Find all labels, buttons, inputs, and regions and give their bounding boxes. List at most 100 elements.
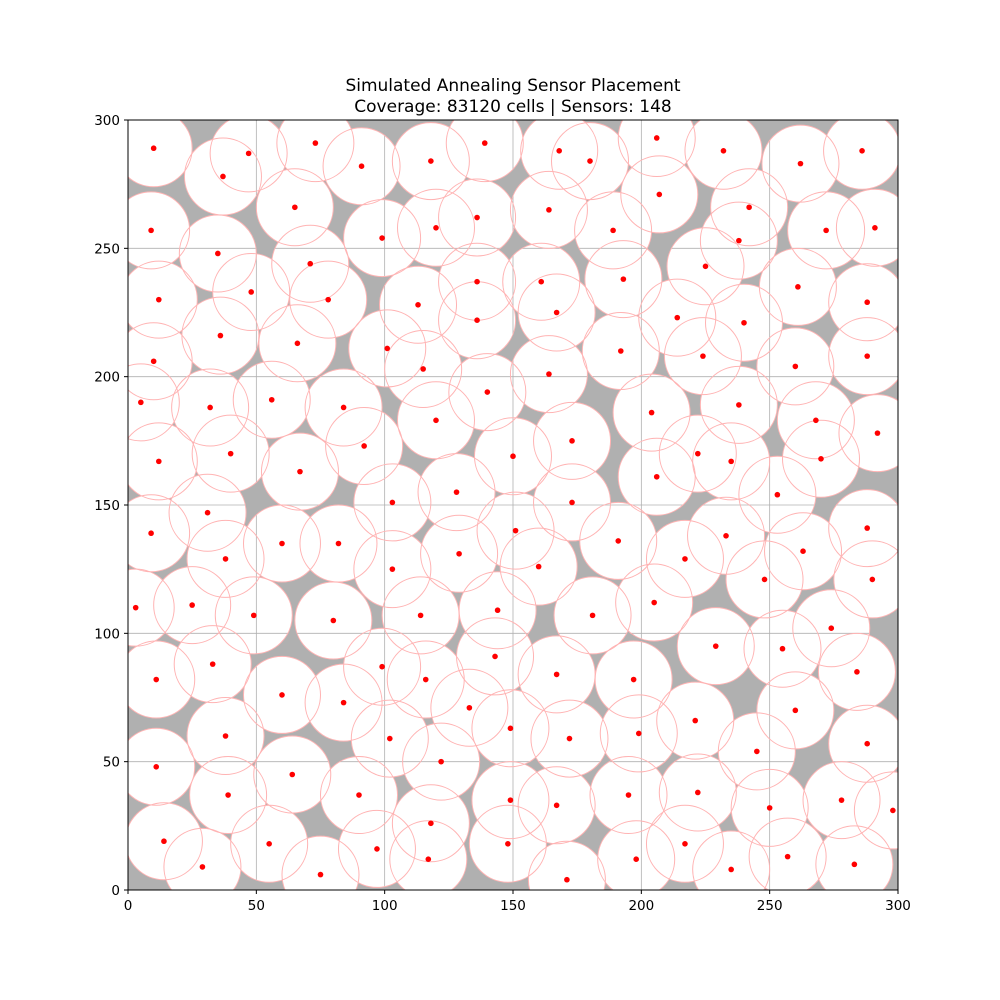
sensor-point-83 xyxy=(535,563,542,570)
coverage-circle-24 xyxy=(835,188,898,267)
sensor-point-114 xyxy=(387,735,393,742)
sensor-point-57 xyxy=(648,409,655,416)
sensor-point-layer xyxy=(132,135,896,883)
coverage-circle-23 xyxy=(787,191,866,270)
sensor-point-122 xyxy=(153,764,160,770)
sensor-point-29 xyxy=(248,289,254,295)
coverage-area-50 xyxy=(828,317,898,395)
sensor-point-93 xyxy=(417,612,424,619)
sensor-point-147 xyxy=(851,861,858,868)
coverage-circle-81 xyxy=(420,514,499,593)
coverage-circle-140 xyxy=(389,820,468,890)
sensor-point-96 xyxy=(651,599,657,606)
coverage-circle-layer xyxy=(128,120,898,890)
sensor-point-102 xyxy=(340,699,347,706)
coverage-circle-89 xyxy=(128,568,175,647)
sensor-point-20 xyxy=(379,235,385,241)
sensor-point-38 xyxy=(294,340,301,347)
coverage-circle-130 xyxy=(658,753,737,832)
coverage-circle-36 xyxy=(828,263,898,342)
coverage-circle-77 xyxy=(186,519,265,598)
coverage-circle-111 xyxy=(817,632,896,711)
sensor-point-3 xyxy=(312,140,319,146)
coverage-circle-146 xyxy=(748,817,827,890)
y-tick-label-0: 0 xyxy=(111,883,120,899)
coverage-circle-27 xyxy=(666,227,745,306)
sensor-point-28 xyxy=(156,296,162,303)
coverage-circle-20 xyxy=(343,199,422,278)
sensor-point-106 xyxy=(553,671,560,678)
sensor-point-61 xyxy=(156,458,162,465)
coverage-circle-139 xyxy=(337,809,416,888)
coverage-circle-56 xyxy=(448,353,527,432)
coverage-circle-116 xyxy=(471,689,550,768)
sensor-point-27 xyxy=(702,263,709,270)
sensor-point-42 xyxy=(741,319,747,326)
coverage-circle-91 xyxy=(214,576,293,655)
sensor-point-141 xyxy=(505,841,511,847)
sensor-point-98 xyxy=(869,576,876,583)
coverage-circle-26 xyxy=(271,224,350,303)
coverage-circle-85 xyxy=(645,519,724,598)
sensor-point-128 xyxy=(553,802,560,809)
sensor-point-132 xyxy=(766,805,773,811)
x-tick-label-6: 300 xyxy=(885,898,911,914)
coverage-circle-84 xyxy=(579,501,658,580)
coverage-circle-15 xyxy=(509,170,588,249)
sensor-point-46 xyxy=(546,371,552,377)
coverage-circle-123 xyxy=(189,756,268,835)
sensor-point-62 xyxy=(227,450,234,457)
coverage-circle-147 xyxy=(815,825,894,890)
sensor-point-76 xyxy=(148,530,154,537)
coverage-area-61 xyxy=(128,422,198,500)
sensor-point-55 xyxy=(433,417,439,424)
sensor-point-126 xyxy=(428,820,434,827)
coverage-circle-138 xyxy=(281,835,360,890)
coverage-circle-131 xyxy=(717,712,796,791)
coverage-circle-18 xyxy=(710,168,789,247)
sensor-point-71 xyxy=(453,489,460,495)
coverage-circle-61 xyxy=(128,422,198,501)
sensor-point-63 xyxy=(297,468,303,475)
sensor-point-35 xyxy=(795,284,801,290)
coverage-circle-43 xyxy=(128,322,193,401)
coverage-circle-35 xyxy=(758,247,837,326)
sensor-point-111 xyxy=(854,669,860,675)
coverage-circle-128 xyxy=(517,766,596,845)
sensor-point-80 xyxy=(389,566,396,572)
sensor-point-112 xyxy=(222,733,229,739)
coverage-circle-126 xyxy=(391,784,470,863)
sensor-point-136 xyxy=(199,864,206,870)
sensor-point-79 xyxy=(335,540,342,547)
coverage-circle-137 xyxy=(230,804,309,883)
y-tick-label-3: 150 xyxy=(94,498,120,514)
sensor-point-94 xyxy=(494,607,501,614)
coverage-circle-14 xyxy=(438,178,517,257)
sensor-point-64 xyxy=(361,443,367,449)
sensor-point-145 xyxy=(728,866,734,873)
y-axis: 0 50 100 150 200 250 300 xyxy=(94,113,128,899)
sensor-point-25 xyxy=(215,250,221,257)
coverage-circle-30 xyxy=(289,260,368,339)
sensor-point-84 xyxy=(615,538,622,544)
sensor-point-10 xyxy=(720,148,727,154)
sensor-point-100 xyxy=(209,661,216,667)
sensor-point-18 xyxy=(746,204,752,211)
sensor-point-104 xyxy=(422,676,429,683)
coverage-circle-34 xyxy=(584,240,663,319)
sensor-point-40 xyxy=(553,309,560,316)
sensor-point-58 xyxy=(736,402,742,408)
sensor-point-129 xyxy=(625,792,632,798)
coverage-circle-109 xyxy=(743,609,822,688)
x-tick-label-1: 50 xyxy=(248,898,265,914)
y-tick-label-1: 50 xyxy=(103,755,120,771)
coverage-circle-122 xyxy=(128,727,196,806)
coverage-circle-134 xyxy=(853,771,898,850)
sensor-point-146 xyxy=(784,853,791,860)
coverage-circle-78 xyxy=(243,504,321,583)
coverage-circle-62 xyxy=(191,414,270,493)
sensor-point-107 xyxy=(630,676,637,683)
coverage-circle-59 xyxy=(776,381,855,460)
coverage-circle-108 xyxy=(676,607,755,686)
coverage-circle-60 xyxy=(838,394,898,473)
